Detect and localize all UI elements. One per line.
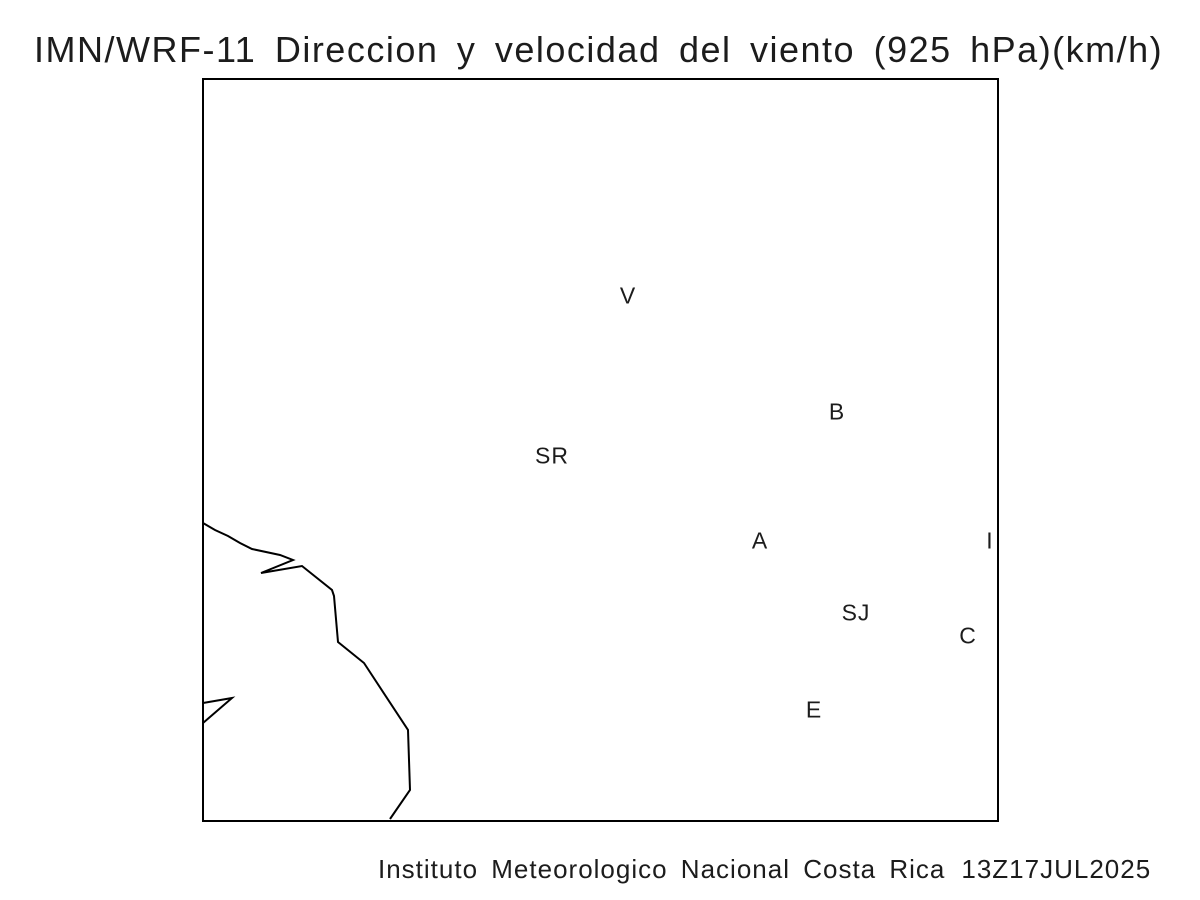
station-label-I: I xyxy=(986,527,994,554)
footer-timestamp: 13Z17JUL2025 xyxy=(961,854,1152,884)
station-label-V: V xyxy=(619,282,637,309)
station-label-A: A xyxy=(751,527,769,554)
footer: Instituto Meteorologico Nacional Costa R… xyxy=(378,854,1151,885)
chart-title: IMN/WRF-11 Direccion y velocidad del vie… xyxy=(34,29,1164,70)
station-label-E: E xyxy=(805,696,823,723)
station-label-SJ: SJ xyxy=(841,599,871,626)
map-frame xyxy=(202,78,999,822)
station-label-SR: SR xyxy=(535,442,569,469)
station-label-B: B xyxy=(828,398,846,425)
station-label-C: C xyxy=(959,622,977,649)
footer-institution: Instituto Meteorologico Nacional Costa R… xyxy=(378,854,946,884)
